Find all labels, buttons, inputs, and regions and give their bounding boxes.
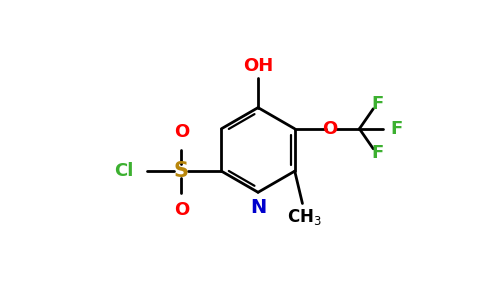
Text: F: F <box>371 144 383 162</box>
Text: F: F <box>371 95 383 113</box>
Text: CH$_3$: CH$_3$ <box>287 207 321 226</box>
Text: O: O <box>174 201 189 219</box>
Text: OH: OH <box>243 57 273 75</box>
Text: S: S <box>174 161 189 181</box>
Text: O: O <box>174 123 189 141</box>
Text: N: N <box>250 199 266 218</box>
Text: F: F <box>390 120 403 138</box>
Text: Cl: Cl <box>114 162 134 180</box>
Text: O: O <box>322 120 338 138</box>
